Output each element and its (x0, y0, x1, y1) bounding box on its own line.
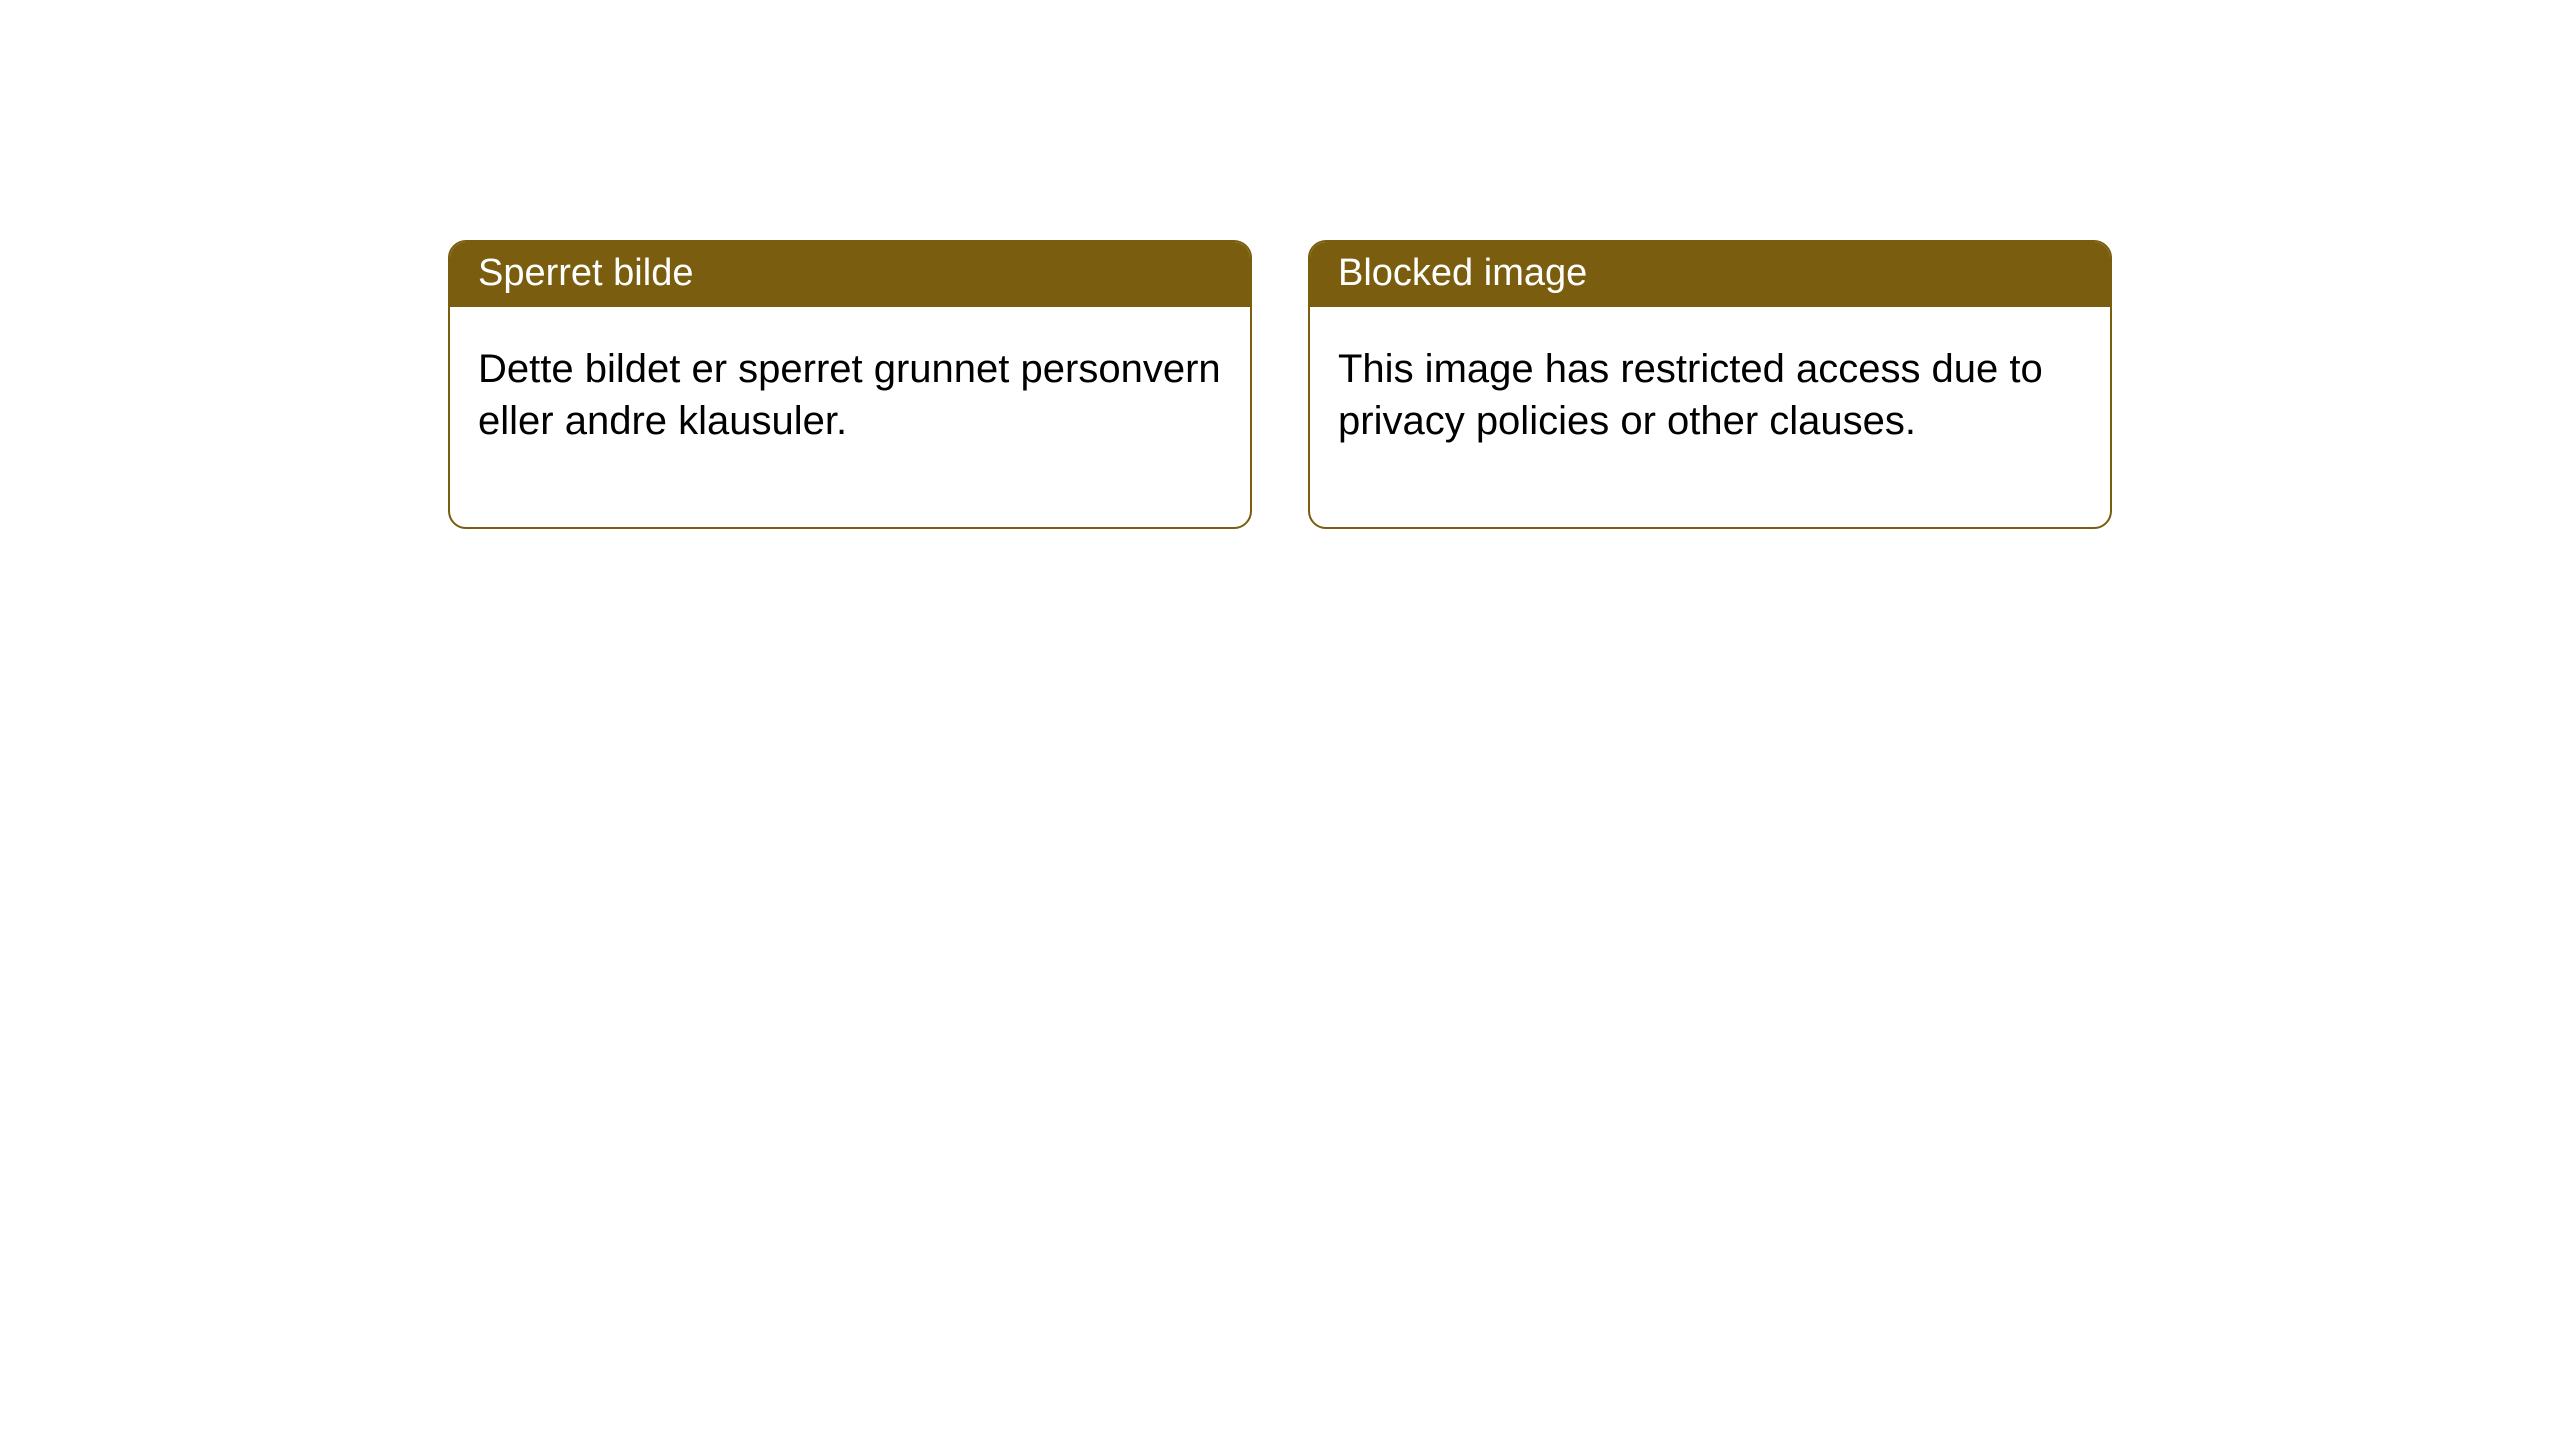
notice-body: This image has restricted access due to … (1310, 307, 2110, 527)
notice-body: Dette bildet er sperret grunnet personve… (450, 307, 1250, 527)
notice-card-english: Blocked image This image has restricted … (1308, 240, 2112, 529)
notice-header: Sperret bilde (450, 242, 1250, 307)
notice-card-norwegian: Sperret bilde Dette bildet er sperret gr… (448, 240, 1252, 529)
notice-container: Sperret bilde Dette bildet er sperret gr… (0, 0, 2560, 529)
notice-header: Blocked image (1310, 242, 2110, 307)
